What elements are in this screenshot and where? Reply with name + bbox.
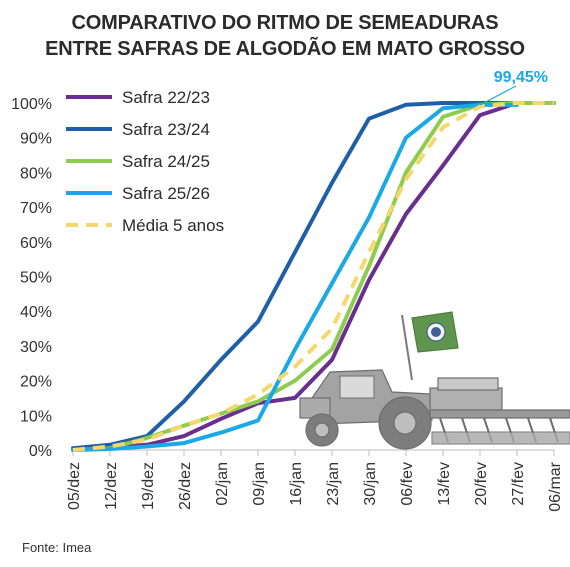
annotation-leader	[479, 85, 517, 106]
series-lines	[71, 101, 556, 452]
y-tick-label: 80%	[20, 165, 52, 182]
y-tick-label: 20%	[20, 374, 52, 391]
series-line	[71, 101, 556, 451]
y-tick-label: 70%	[20, 200, 52, 217]
annotation: 99,45%	[479, 69, 548, 106]
legend-label: Safra 23/24	[122, 120, 210, 139]
x-tick-label: 23/jan	[325, 462, 342, 506]
chart-title-line-2: ENTRE SAFRAS DE ALGODÃO EM MATO GROSSO	[45, 38, 525, 60]
annotation-label: 99,45%	[494, 69, 548, 86]
series-line	[71, 102, 519, 452]
source-note: Fonte: Imea	[22, 540, 92, 555]
x-tick-label: 12/dez	[103, 462, 120, 510]
series-line	[72, 101, 554, 452]
x-tick-label: 06/mar	[547, 461, 564, 511]
tractor-illustration	[299, 311, 570, 450]
x-tick-label: 02/jan	[214, 462, 231, 506]
x-tick-label: 16/jan	[288, 462, 305, 506]
y-tick-label: 90%	[20, 131, 52, 148]
chart-title-line-1: COMPARATIVO DO RITMO DE SEMEADURAS	[71, 12, 499, 34]
y-tick-label: 60%	[20, 235, 52, 252]
legend-label: Média 5 anos	[122, 216, 224, 235]
legend-label: Safra 25/26	[122, 184, 210, 203]
legend: Safra 22/23 Safra 23/24 Safra 24/25 Safra 2…	[66, 88, 224, 235]
x-axis-ticks: 05/dez 12/dez 19/dez 26/dez 02/jan 09/jan 16/j…	[66, 449, 564, 512]
legend-label: Safra 22/23	[122, 88, 210, 107]
x-tick-label: 09/jan	[251, 462, 268, 506]
y-tick-label: 30%	[20, 339, 52, 356]
y-axis-ticks: 0% 10% 20% 30% 40% 50% 60% 70% 80% 90% 100%	[11, 96, 52, 460]
y-tick-label: 50%	[20, 270, 52, 287]
x-tick-label: 13/fev	[436, 462, 453, 506]
x-tick-label: 30/jan	[362, 462, 379, 506]
x-tick-label: 19/dez	[140, 462, 157, 510]
y-tick-label: 100%	[11, 96, 52, 113]
x-tick-label: 20/fev	[473, 462, 490, 506]
legend-label: Safra 24/25	[122, 152, 210, 171]
y-tick-label: 40%	[20, 304, 52, 321]
series-line	[71, 101, 556, 451]
y-tick-label: 10%	[20, 408, 52, 425]
x-tick-label: 27/fev	[510, 462, 527, 506]
x-tick-label: 05/dez	[66, 462, 83, 510]
x-tick-label: 26/dez	[177, 462, 194, 510]
x-tick-label: 06/fev	[399, 462, 416, 506]
y-tick-label: 0%	[29, 443, 52, 460]
